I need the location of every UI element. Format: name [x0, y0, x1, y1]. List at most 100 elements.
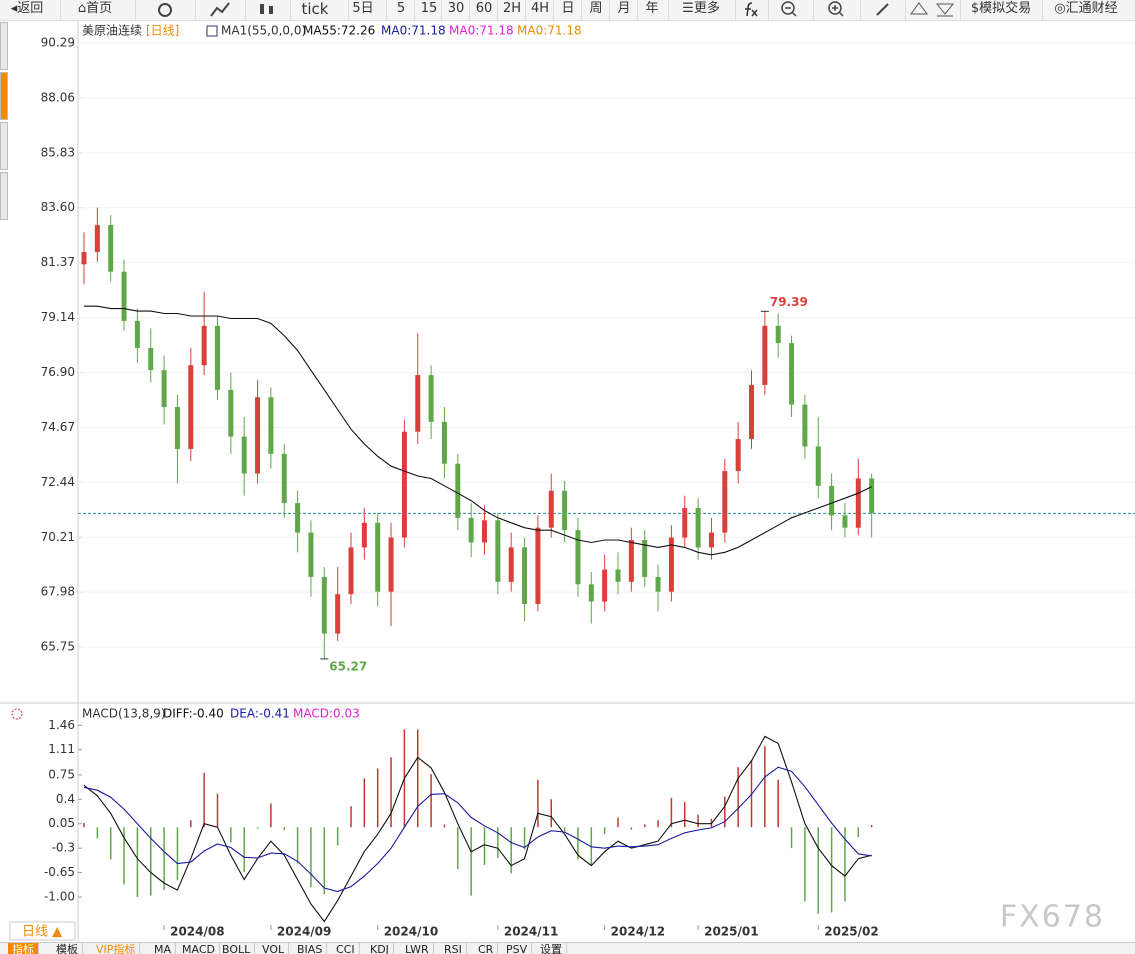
tab[interactable]: BIAS [293, 943, 328, 954]
indicator-title: MACD(13,8,9) [82, 707, 166, 721]
tab[interactable]: CCI [332, 943, 360, 954]
candle-body [749, 384, 754, 440]
separator [348, 0, 349, 20]
candle-body [94, 224, 100, 252]
period-button[interactable]: 周 [589, 1, 603, 16]
tab[interactable]: VIP指标 [92, 943, 141, 954]
candle-body [588, 584, 594, 602]
tab[interactable]: LWR [401, 943, 434, 954]
candle-body [174, 407, 180, 449]
candle-body [615, 569, 621, 582]
home-button[interactable]: ⌂首页 [77, 1, 113, 16]
tab[interactable]: MA [150, 943, 177, 954]
macd-bar [830, 827, 833, 913]
y-tick-label: -0.65 [44, 865, 75, 879]
separator [441, 0, 442, 20]
tab[interactable]: PSV [502, 943, 533, 954]
more-button[interactable]: ☰更多 [682, 1, 720, 16]
side-tab[interactable] [0, 172, 8, 220]
macd-bar [336, 827, 339, 846]
candle-body [121, 271, 127, 321]
zoom-in-button[interactable] [825, 0, 847, 20]
y-tick-label: 72.44 [41, 475, 75, 489]
zoom-out-button[interactable] [778, 0, 800, 20]
period-button[interactable]: 4H [530, 1, 550, 16]
formula-button[interactable] [738, 0, 762, 20]
macd-bar [150, 827, 152, 896]
chart-type-button[interactable] [205, 0, 235, 20]
macd-bar [430, 774, 432, 828]
macd-bar [457, 827, 459, 870]
candle-body [441, 421, 447, 464]
period-button[interactable]: 月 [617, 1, 631, 16]
tab[interactable]: BOLL [218, 943, 256, 954]
separator [581, 0, 582, 20]
tab[interactable]: 设置 [536, 943, 567, 954]
candle-body [321, 576, 327, 634]
candle-body [628, 540, 634, 582]
period-button[interactable]: 年 [645, 1, 659, 16]
y-tick-label: 67.98 [41, 585, 75, 599]
candle-body [134, 320, 140, 348]
down-tool-button[interactable] [934, 0, 956, 20]
draw-button[interactable] [872, 0, 894, 20]
separator [386, 0, 387, 20]
y-tick-label: 70.21 [41, 530, 75, 544]
period-selector[interactable]: 日线 ▲ [22, 925, 62, 940]
macd-bar [83, 823, 85, 828]
tab[interactable]: MACD [178, 943, 220, 954]
period-button[interactable]: 日 [561, 1, 575, 16]
candle-body [815, 446, 821, 486]
candle-body [335, 594, 341, 634]
separator [195, 0, 196, 20]
period-button[interactable]: 15 [420, 1, 438, 16]
period-button[interactable]: 2H [502, 1, 522, 16]
candle-body [655, 576, 661, 592]
period-box[interactable] [9, 921, 76, 941]
macd-bar [390, 757, 392, 828]
candle-body [508, 547, 514, 582]
indicator-label: MA1(55,0,0,0) [221, 24, 306, 38]
side-tab[interactable] [0, 122, 8, 170]
side-tab[interactable] [0, 22, 8, 70]
separator [609, 0, 610, 20]
period-button[interactable]: 5日 [352, 1, 374, 16]
macd-bar [109, 827, 112, 860]
candle-button[interactable] [252, 0, 282, 20]
tab[interactable]: CR [474, 943, 499, 954]
tick-button[interactable]: tick [301, 0, 329, 18]
macd-bar [537, 779, 539, 828]
tab[interactable]: VOL [258, 943, 290, 954]
y-tick-label: -0.3 [52, 841, 75, 855]
back-button[interactable]: ◂返回 [10, 1, 44, 16]
tab[interactable]: KDJ [366, 943, 394, 954]
legend-entry: MA55:72.26 [303, 24, 375, 38]
candle-body [215, 325, 220, 390]
tab[interactable]: 指标 [8, 943, 39, 954]
y-tick-label: 1.46 [48, 718, 75, 732]
trade-button[interactable]: $模拟交易 [970, 1, 1032, 16]
separator [637, 0, 638, 20]
brand-button[interactable]: ◎汇通财经 [1054, 1, 1118, 16]
y-tick-label: 65.75 [41, 640, 75, 654]
candle-body [869, 478, 875, 513]
period-button[interactable]: 30 [447, 1, 465, 16]
y-tick-label: 1.11 [48, 742, 75, 756]
y-tick-label: 0.05 [48, 816, 75, 830]
macd-bar [283, 827, 285, 831]
macd-bar [470, 827, 472, 896]
separator [668, 0, 669, 20]
x-tick-label: 2024/11 [504, 925, 558, 939]
refresh-button[interactable] [150, 0, 180, 20]
separator [735, 0, 736, 20]
candle-body [255, 397, 261, 474]
tab[interactable]: 模板 [52, 943, 83, 954]
period-button[interactable]: 5 [396, 1, 406, 16]
tab[interactable]: RSI [440, 943, 467, 954]
macd-bar [417, 729, 419, 828]
side-tab[interactable] [0, 72, 8, 120]
up-tool-button[interactable] [908, 0, 930, 20]
side-tabs [0, 22, 8, 222]
period-button[interactable]: 60 [475, 1, 493, 16]
